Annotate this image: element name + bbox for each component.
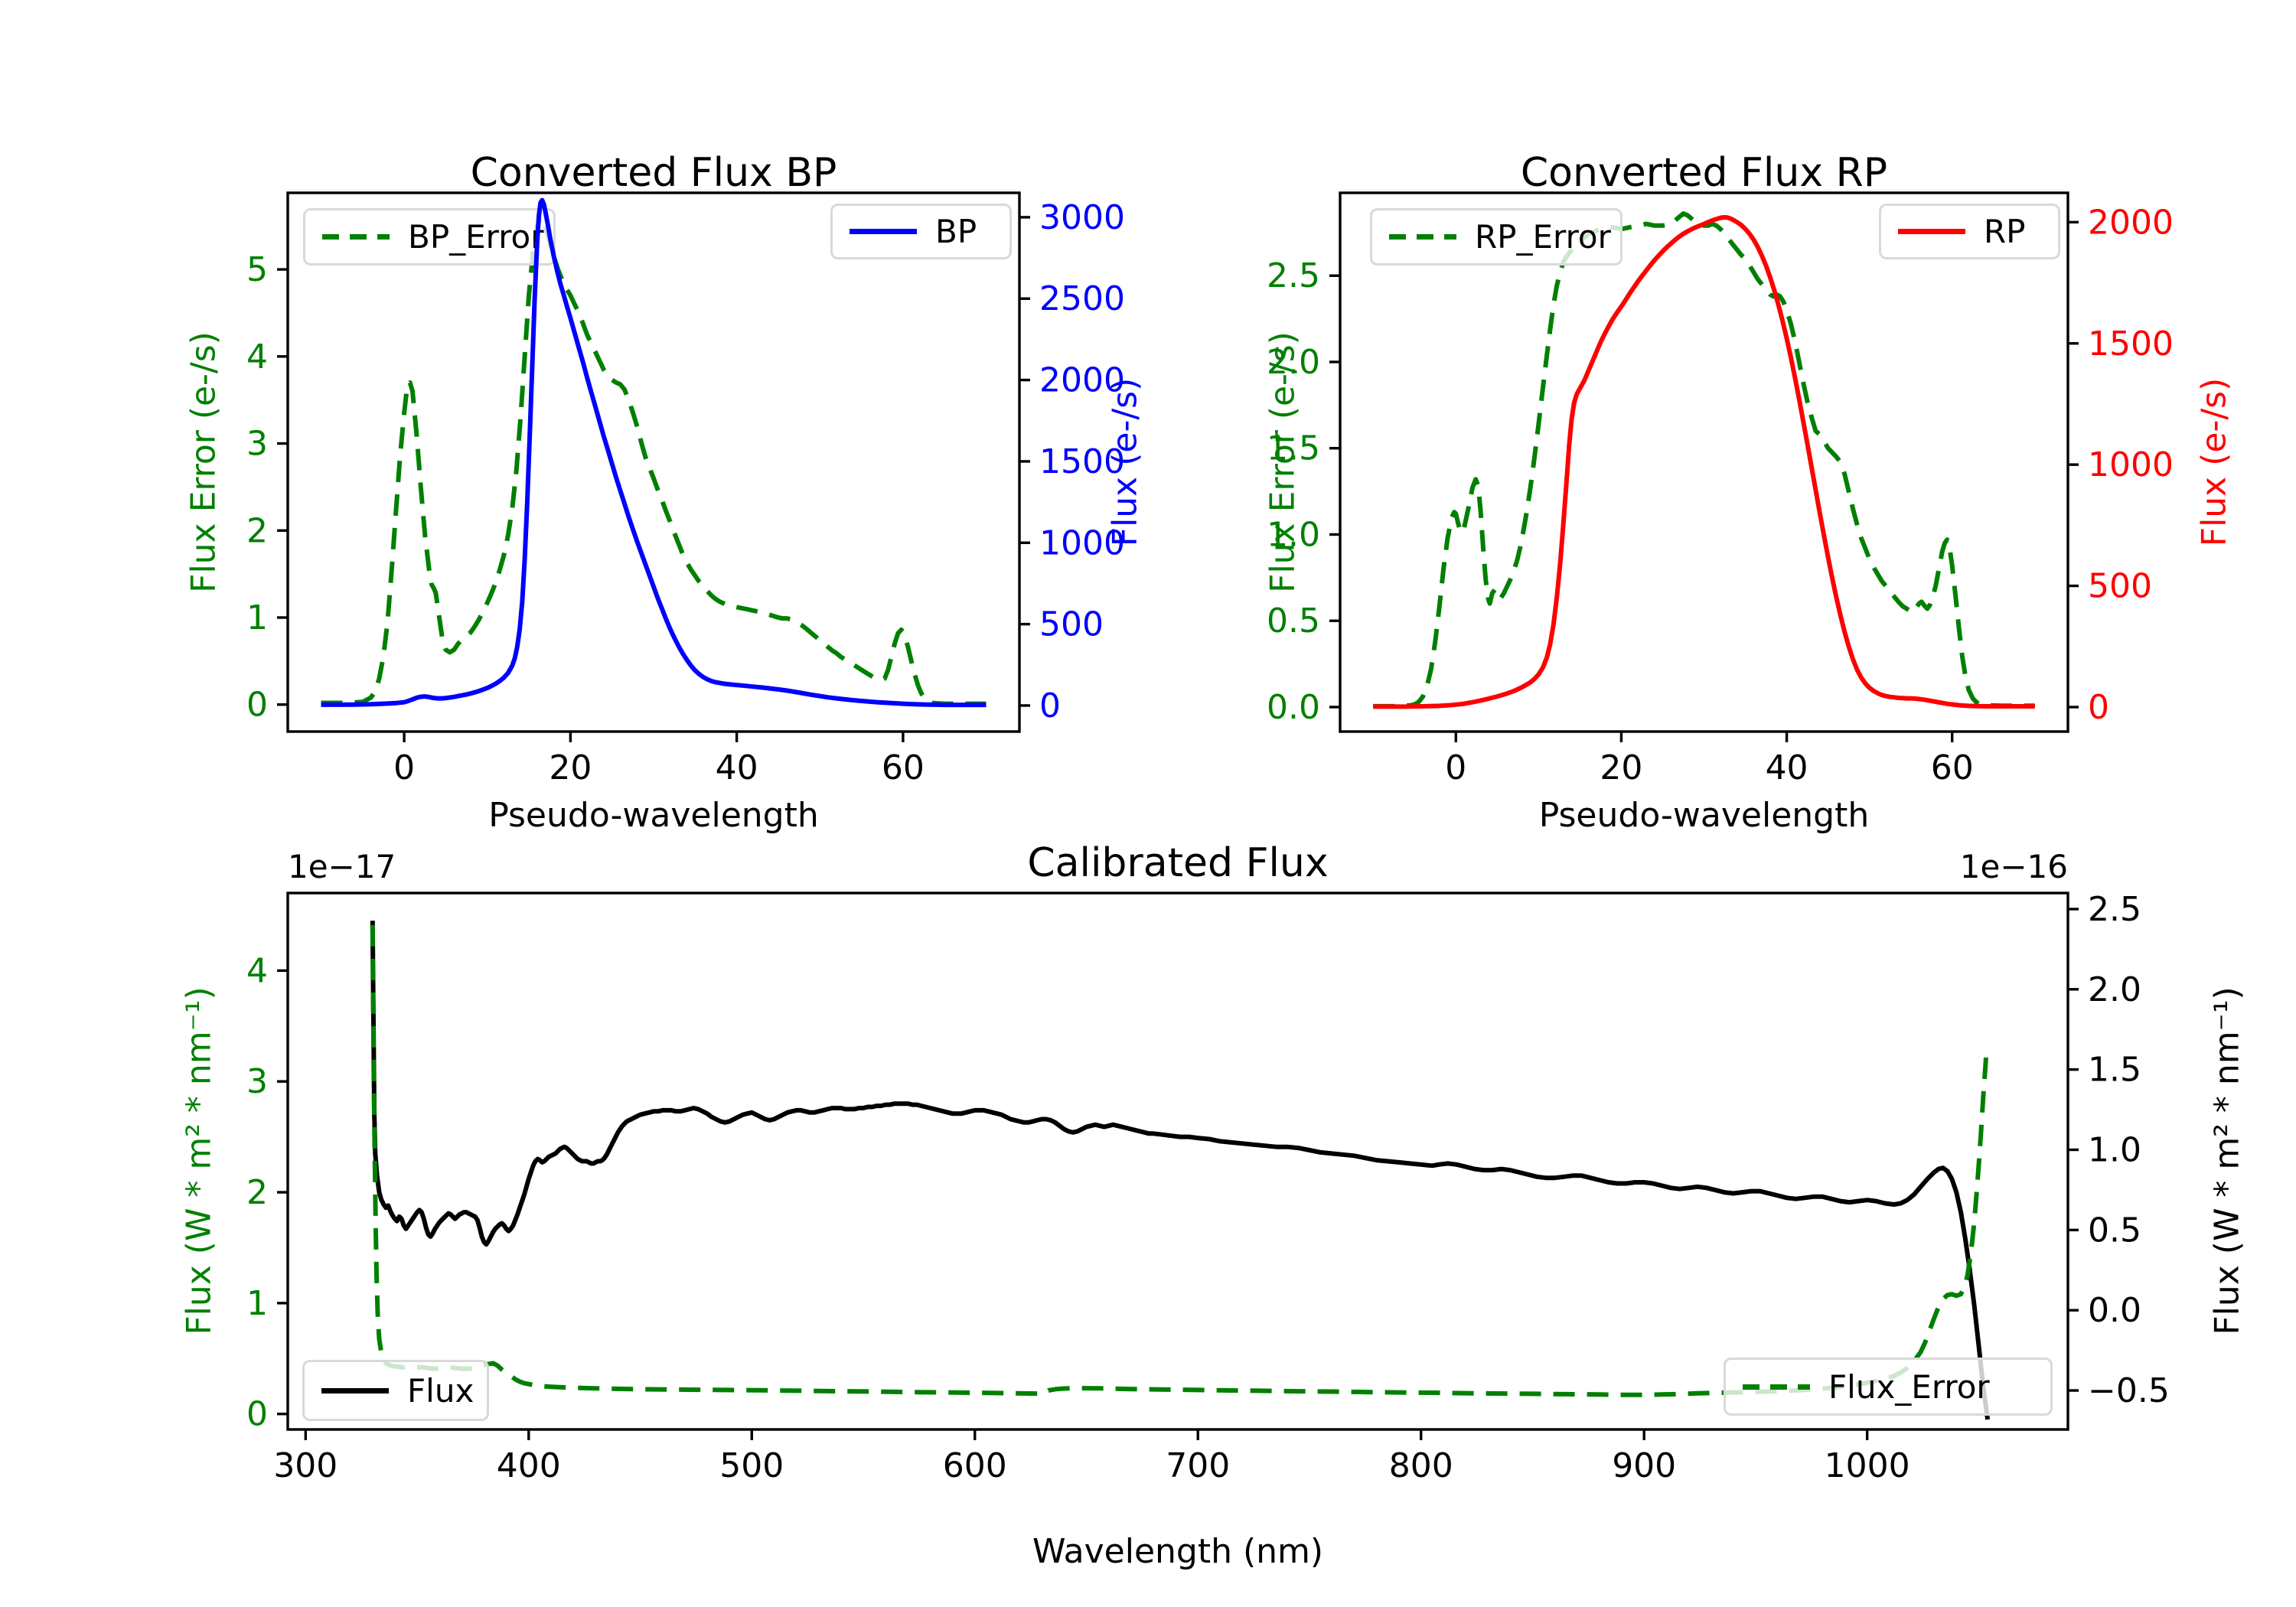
axes-frame-converted-flux-bp [286,191,1021,733]
y-tick-label: 0 [1039,686,1061,725]
legend-label: BP_Error [408,218,544,256]
legend-bp-error: BP_Error [303,208,556,266]
y-tick-label: 1.0 [1267,515,1320,554]
x-tick-label: 500 [719,1446,784,1485]
y-tick-label: 0.5 [1267,601,1320,641]
x-tick-label: 60 [882,748,925,787]
x-tick-label: 900 [1612,1446,1676,1485]
legend-label: RP [1984,213,2026,250]
bp-error-curve [321,214,987,706]
x-tick-label: 700 [1166,1446,1230,1485]
legend-flux: Flux [302,1360,489,1421]
x-tick-label: 1000 [1825,1446,1910,1485]
legend-bp: BP [830,204,1012,259]
y-tick-label: 3 [246,425,268,464]
rp-error-curve [1373,211,2035,709]
legend-rp: RP [1879,204,2060,259]
y-tick-label: 2 [246,1173,268,1212]
bp-error-legend-line-icon [322,234,390,240]
legend-flux-error: Flux_Error [1724,1358,2053,1416]
x-tick-label: 600 [943,1446,1007,1485]
xlabel-bp: Pseudo-wavelength [488,796,819,835]
title-calibrated-flux: Calibrated Flux [1027,840,1329,886]
rp-error-legend-line-icon [1389,234,1456,240]
y-tick-label: 1.5 [1267,429,1320,468]
y-tick-label: 0 [246,1395,268,1434]
x-tick-label: 400 [497,1446,561,1485]
x-tick-label: 20 [1600,748,1642,787]
axes-frame-converted-flux-rp [1339,191,2069,733]
y-tick-label: 1000 [2088,445,2174,484]
flux-legend-line-icon [321,1387,389,1393]
axes-frame-calibrated-flux [286,892,2069,1431]
flux-curve [370,921,1991,1420]
rp-legend-line-icon [1898,229,1965,234]
y-tick-label: 0 [246,686,268,725]
y-tick-label: 2.5 [2088,890,2141,929]
ylabel-rp-flux: Flux (e-/s) [2194,377,2234,547]
y-tick-label: 0.5 [2088,1211,2141,1250]
title-converted-flux-rp: Converted Flux RP [1520,150,1888,196]
y-tick-label: 1500 [1039,442,1125,481]
y-tick-label: 4 [246,337,268,376]
y-tick-label: 1.0 [2088,1131,2141,1170]
ylabel-calibrated-left: Flux (W * m² * nm⁻¹) [179,986,219,1335]
x-tick-label: 40 [1766,748,1808,787]
y-tick-label: 2000 [2088,203,2174,242]
y-tick-label: 2.0 [2088,970,2141,1009]
y-tick-label: 2500 [1039,279,1125,318]
x-tick-label: 0 [1445,748,1466,787]
y-tick-label: 500 [2088,567,2152,606]
y-tick-label: 3000 [1039,198,1125,237]
y-tick-label: 1 [246,1284,268,1323]
legend-label: Flux_Error [1828,1367,1990,1406]
y-tick-label: 1500 [2088,324,2174,363]
flux-error-legend-line-icon [1743,1384,1810,1390]
xlabel-rp: Pseudo-wavelength [1538,796,1870,835]
y-tick-label: 2.5 [1267,256,1320,295]
legend-label: RP_Error [1475,218,1611,256]
legend-label: BP [935,213,977,250]
x-tick-label: 300 [273,1446,338,1485]
rp-curve [1373,215,2035,709]
right-axis-offset-label: 1e−16 [1960,848,2068,885]
x-tick-label: 60 [1931,748,1974,787]
y-tick-label: 1.5 [2088,1051,2141,1090]
y-tick-label: 0.0 [2088,1291,2141,1330]
y-tick-label: 3 [246,1062,268,1101]
ylabel-rp-error: Flux Error (e-/s) [1263,331,1303,593]
y-tick-label: 500 [1039,605,1104,644]
y-tick-label: 0 [2088,688,2109,727]
bp-curve [321,197,987,708]
y-tick-label: 1 [246,598,268,637]
title-converted-flux-bp: Converted Flux BP [470,150,837,196]
y-tick-label: 2 [246,511,268,550]
ylabel-bp-error: Flux Error (e-/s) [184,331,223,593]
x-tick-label: 20 [549,748,592,787]
x-tick-label: 40 [716,748,758,787]
y-tick-label: −0.5 [2088,1371,2170,1410]
x-tick-label: 0 [393,748,415,787]
x-tick-label: 800 [1389,1446,1453,1485]
left-axis-offset-label: 1e−17 [288,848,396,885]
y-tick-label: 1000 [1039,523,1125,562]
ylabel-bp-flux: Flux (e-/s) [1105,377,1145,547]
y-tick-label: 5 [246,250,268,289]
y-tick-label: 0.0 [1267,688,1320,727]
bp-legend-line-icon [850,229,917,234]
legend-label: Flux [407,1371,475,1410]
y-tick-label: 2.0 [1267,343,1320,382]
y-tick-label: 2000 [1039,361,1125,400]
y-tick-label: 4 [246,951,268,990]
ylabel-calibrated-right: Flux (W * m² * nm⁻¹) [2207,986,2247,1335]
xlabel-wavelength: Wavelength (nm) [1032,1532,1324,1571]
legend-rp-error: RP_Error [1370,208,1623,266]
